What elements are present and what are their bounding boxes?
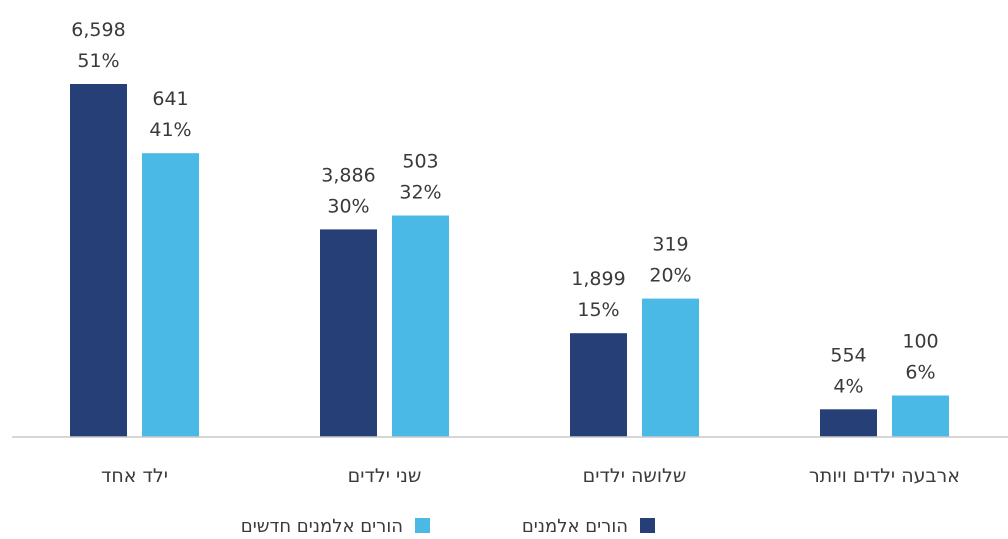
bar-series1-2 <box>320 229 377 437</box>
category-label-3: שלושה ילדים <box>583 465 687 487</box>
percent-label-series2-3: 20% <box>649 265 691 287</box>
legend-label-2: הורים אלמנים חדשים <box>241 516 403 537</box>
bar-series2-4 <box>892 395 949 437</box>
legend-swatch-1 <box>640 518 655 533</box>
percent-label-series1-2: 30% <box>327 195 369 217</box>
value-labels-group: 6,598 51% 641 41% 3,886 30% 503 32% 1,899 15% 319 2… <box>71 19 938 397</box>
value-label-series2-2: 503 <box>402 151 438 173</box>
percent-label-series1-3: 15% <box>577 299 619 321</box>
percent-label-series2-2: 32% <box>399 182 441 204</box>
category-labels-group: ילד אחד שני ילדים שלושה ילדים ארבעה ילדים ו… <box>101 465 960 487</box>
legend-swatch-2 <box>415 518 430 533</box>
category-label-4: ארבעה ילדים ויותר <box>809 465 960 487</box>
value-label-series2-4: 100 <box>902 331 938 353</box>
category-label-1: ילד אחד <box>101 465 168 487</box>
bar-series2-1 <box>142 153 199 437</box>
value-label-series1-1: 6,598 <box>71 19 125 41</box>
bar-series2-3 <box>642 298 699 437</box>
category-label-2: שני ילדים <box>348 465 422 487</box>
value-label-series2-3: 319 <box>652 234 688 256</box>
value-label-series1-4: 554 <box>830 344 866 366</box>
value-label-series1-2: 3,886 <box>321 164 375 186</box>
bar-series1-3 <box>570 333 627 437</box>
percent-label-series2-1: 41% <box>149 119 191 141</box>
value-label-series2-1: 641 <box>152 88 188 110</box>
bars-group <box>70 84 949 437</box>
legend: הורים אלמנים הורים אלמנים חדשים <box>241 516 655 537</box>
percent-label-series1-1: 51% <box>77 50 119 72</box>
percent-label-series1-4: 4% <box>833 375 863 397</box>
legend-label-1: הורים אלמנים <box>522 516 628 537</box>
percent-label-series2-4: 6% <box>905 362 935 384</box>
bar-series2-2 <box>392 215 449 437</box>
bar-series1-4 <box>820 409 877 437</box>
bar-series1-1 <box>70 84 127 437</box>
value-label-series1-3: 1,899 <box>571 268 625 290</box>
